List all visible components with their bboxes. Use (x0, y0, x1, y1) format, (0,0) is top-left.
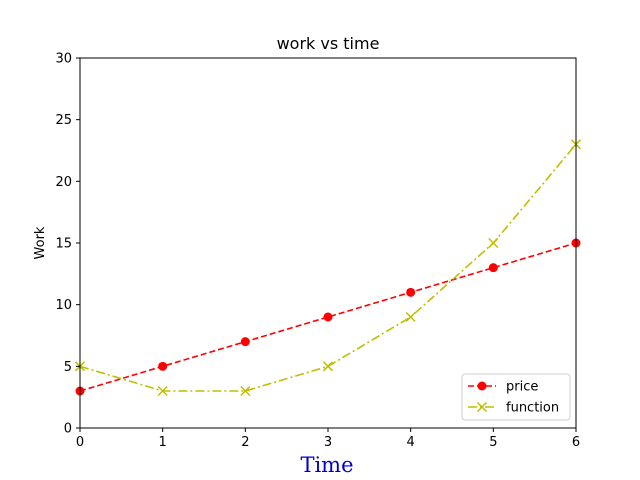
y-tick-label: 25 (55, 113, 72, 128)
x-tick-label: 0 (76, 435, 84, 450)
x-marker-stroke (322, 361, 334, 372)
data-point-price (158, 361, 168, 371)
y-tick-label: 20 (55, 175, 72, 190)
legend-marker-price (477, 381, 487, 391)
data-point-function (240, 385, 251, 397)
x-marker-stroke (488, 237, 499, 249)
x-tick-label: 4 (407, 435, 415, 450)
data-point-function (322, 361, 334, 372)
x-tick-label: 2 (241, 435, 249, 450)
y-tick-label: 15 (55, 237, 72, 252)
x-axis-label: Time (300, 453, 353, 477)
data-point-function (157, 385, 168, 397)
axis-ticks: 0 1 2 3 4 5 6 0 5 10 15 20 25 30 (55, 52, 580, 451)
data-point-function (488, 237, 499, 249)
x-marker-stroke (476, 401, 488, 413)
data-point-function (405, 311, 416, 323)
x-tick-label: 5 (489, 435, 497, 450)
legend: price function (461, 373, 571, 421)
x-marker-stroke (405, 311, 416, 323)
y-tick-label: 0 (64, 422, 72, 437)
data-point-price (406, 287, 416, 297)
x-tick-label: 6 (572, 435, 580, 450)
data-point-price (240, 337, 250, 347)
y-tick-label: 10 (55, 298, 72, 313)
y-tick-label: 5 (64, 360, 72, 375)
x-marker-stroke (157, 385, 168, 397)
legend-label-price: price (506, 380, 538, 395)
y-axis-label: Work (33, 226, 48, 259)
x-tick-label: 3 (324, 435, 332, 450)
x-marker-stroke (240, 385, 251, 397)
data-point-price (488, 263, 498, 273)
chart-title: work vs time (277, 34, 380, 53)
legend-label-function: function (506, 401, 559, 416)
y-tick-label: 30 (55, 52, 72, 67)
data-point-price (323, 312, 333, 322)
x-tick-label: 1 (159, 435, 167, 450)
legend-marker-function (476, 401, 488, 413)
